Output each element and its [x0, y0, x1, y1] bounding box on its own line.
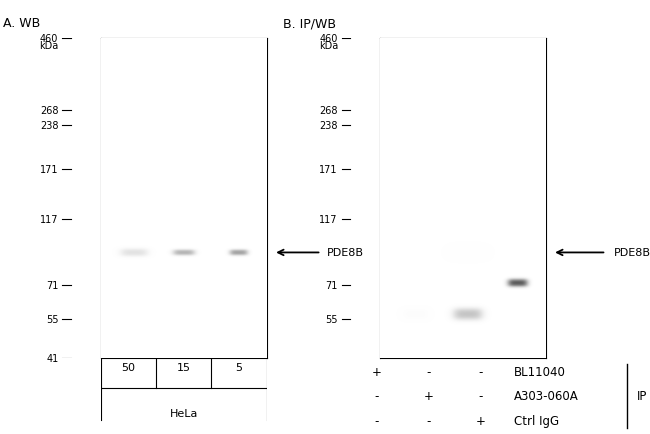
Text: IP: IP	[637, 390, 647, 402]
Text: Ctrl IgG: Ctrl IgG	[514, 414, 558, 427]
Text: -: -	[427, 414, 431, 427]
Text: 460: 460	[320, 34, 338, 44]
Text: 460: 460	[40, 34, 58, 44]
Text: -: -	[375, 390, 379, 402]
Text: BL11040: BL11040	[514, 365, 566, 378]
Text: kDa: kDa	[318, 41, 338, 51]
Text: +: +	[476, 414, 486, 427]
Text: 117: 117	[40, 215, 58, 225]
Text: 71: 71	[326, 281, 338, 291]
Text: 268: 268	[40, 105, 58, 115]
Text: 171: 171	[40, 164, 58, 174]
Text: -: -	[427, 365, 431, 378]
Text: kDa: kDa	[39, 41, 58, 51]
Text: 50: 50	[122, 362, 135, 372]
Text: 15: 15	[177, 362, 190, 372]
Text: 117: 117	[319, 215, 338, 225]
Text: 238: 238	[40, 121, 58, 131]
Text: +: +	[372, 365, 382, 378]
Text: A. WB: A. WB	[3, 17, 40, 30]
Text: -: -	[375, 414, 379, 427]
Text: 171: 171	[319, 164, 338, 174]
Text: 5: 5	[235, 362, 242, 372]
Text: -: -	[479, 390, 483, 402]
Text: -: -	[479, 365, 483, 378]
Text: 41: 41	[46, 353, 58, 363]
Text: A303-060A: A303-060A	[514, 390, 578, 402]
Text: +: +	[424, 390, 434, 402]
Text: B. IP/WB: B. IP/WB	[283, 17, 336, 30]
Text: 238: 238	[319, 121, 338, 131]
Text: 268: 268	[319, 105, 338, 115]
Text: 71: 71	[46, 281, 58, 291]
Text: PDE8B: PDE8B	[328, 248, 365, 258]
Text: PDE8B: PDE8B	[614, 248, 650, 258]
Text: 55: 55	[326, 314, 338, 324]
Text: 55: 55	[46, 314, 58, 324]
Text: HeLa: HeLa	[170, 408, 198, 418]
